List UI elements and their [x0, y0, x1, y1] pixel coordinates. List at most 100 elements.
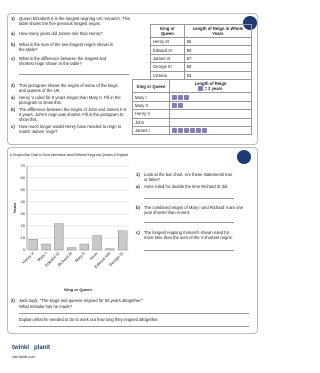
- cell: James I: [132, 125, 170, 136]
- icon-group: [172, 94, 190, 100]
- cell: 56: [183, 36, 253, 47]
- question: Jack says, "The kings and queens reigned…: [19, 298, 144, 303]
- brand: twinkl: [12, 345, 30, 351]
- bar: [28, 239, 38, 251]
- icon-cell: [169, 109, 252, 119]
- number: 2): [11, 83, 15, 88]
- icon-cell: [169, 125, 252, 136]
- header: Length of Reign = 2 years: [169, 78, 252, 94]
- answer-line: [144, 198, 234, 199]
- icon-group: [172, 128, 208, 134]
- cell: Edward III: [150, 45, 185, 55]
- cell: Henry V: [132, 109, 170, 119]
- icon-cell: [169, 92, 252, 102]
- key: = 2 years: [204, 86, 223, 91]
- label: c): [136, 230, 140, 235]
- icon: [190, 128, 195, 134]
- label: c): [11, 124, 15, 129]
- cell: Henry III: [150, 36, 185, 47]
- y-tick-label: 50: [21, 187, 26, 192]
- header: Length of Reign in Whole Years: [183, 24, 253, 38]
- answer-line: [19, 313, 249, 314]
- cell: Mary I: [132, 92, 170, 102]
- cell: 63: [183, 70, 253, 80]
- cell: 57: [183, 53, 253, 64]
- table-row: Victoria 63: [150, 70, 253, 80]
- header: King or Queen: [132, 78, 170, 94]
- chart-title: A Grouped Bar Chart to Show Information …: [10, 152, 128, 157]
- answer-line: [144, 222, 234, 223]
- table-row: George III 59: [150, 62, 253, 72]
- answer-line: [19, 74, 129, 75]
- y-tick-label: 20: [21, 223, 26, 228]
- icon: [178, 94, 183, 100]
- icon: [178, 103, 183, 109]
- answer-line: [144, 250, 234, 251]
- bar: [54, 223, 64, 251]
- y-tick-label: 30: [21, 211, 26, 216]
- icon: [184, 128, 189, 134]
- cell: James VI: [150, 53, 185, 64]
- answer-line: [19, 326, 249, 327]
- y-tick-label: 70: [21, 163, 26, 168]
- question: How much longer would Henry have needed …: [19, 124, 122, 134]
- bar: [67, 247, 77, 251]
- number: 1): [136, 172, 140, 177]
- question: How many years did James rule than Henry…: [19, 31, 103, 36]
- table-row: James VI 57: [150, 53, 253, 64]
- section-box: [7, 13, 258, 145]
- key-icon: [198, 86, 204, 92]
- worksheet: 1) Queen Elizabeth II is the longest rei…: [7, 13, 258, 359]
- pictogram-row: Mary I: [132, 92, 252, 102]
- label: b): [11, 42, 15, 47]
- reign-table: King or Queen Length of Reign in Whole Ye…: [150, 24, 253, 80]
- question: The combined reigns of Mary I and Richar…: [144, 205, 244, 215]
- bar: [41, 243, 51, 251]
- question: The longest reigning monarch shown ruled…: [144, 230, 233, 240]
- x-tick-label: Mary I: [36, 251, 47, 262]
- pictogram-row: James I: [132, 125, 252, 136]
- icon: [172, 103, 177, 109]
- product: planit: [34, 345, 50, 351]
- bar: [92, 235, 102, 251]
- label: b): [11, 107, 15, 112]
- section-box: [7, 147, 258, 334]
- icon-group: [172, 103, 184, 109]
- question: What mistake has he made?: [19, 304, 73, 309]
- pictogram-row: John: [132, 117, 252, 127]
- cell: 50: [183, 45, 253, 55]
- number: 1): [11, 16, 15, 21]
- icon: [178, 128, 183, 134]
- y-tick-label: 10: [21, 235, 26, 240]
- question: Anne ruled for double the time Richard I…: [144, 184, 229, 189]
- x-axis-label: King or Queen: [64, 287, 92, 292]
- header: King or Queen: [150, 24, 185, 38]
- pictogram-row: Henry V: [132, 109, 252, 119]
- url: visit twinkl.com: [12, 355, 35, 359]
- pictogram-title: Length of Reign: [194, 81, 227, 86]
- bar: [79, 243, 89, 251]
- icon-cell: [169, 117, 252, 127]
- label: a): [11, 31, 15, 36]
- x-tick-label: Mary II: [74, 251, 86, 263]
- x-tick-label: Henry V: [21, 251, 35, 265]
- y-tick-label: 0: [23, 247, 26, 252]
- question: Explain what he needed to do to work out…: [19, 317, 159, 322]
- question: What is the sum of the two longest reign…: [19, 42, 114, 52]
- cell: George III: [150, 62, 185, 72]
- intro: Queen Elizabeth II is the longest reigni…: [19, 16, 130, 26]
- icon: [184, 94, 189, 100]
- cell: Mary II: [132, 100, 170, 111]
- pictogram-row: Mary II: [132, 100, 252, 111]
- chart: A Grouped Bar Chart to Show Information …: [10, 152, 129, 292]
- question: The difference between the reigns of Joh…: [19, 107, 127, 122]
- intro: This pictogram shows the reigns of some …: [19, 83, 118, 93]
- number: 2): [11, 298, 15, 303]
- table-row: Edward III 50: [150, 45, 253, 55]
- y-tick-label: 40: [21, 199, 26, 204]
- pictogram: King or Queen Length of Reign = 2 years M…: [132, 78, 252, 136]
- icon: [202, 128, 207, 134]
- cell: John: [132, 117, 170, 127]
- question: What is the difference between the longe…: [19, 56, 107, 66]
- table-row: Henry III 56: [150, 36, 253, 47]
